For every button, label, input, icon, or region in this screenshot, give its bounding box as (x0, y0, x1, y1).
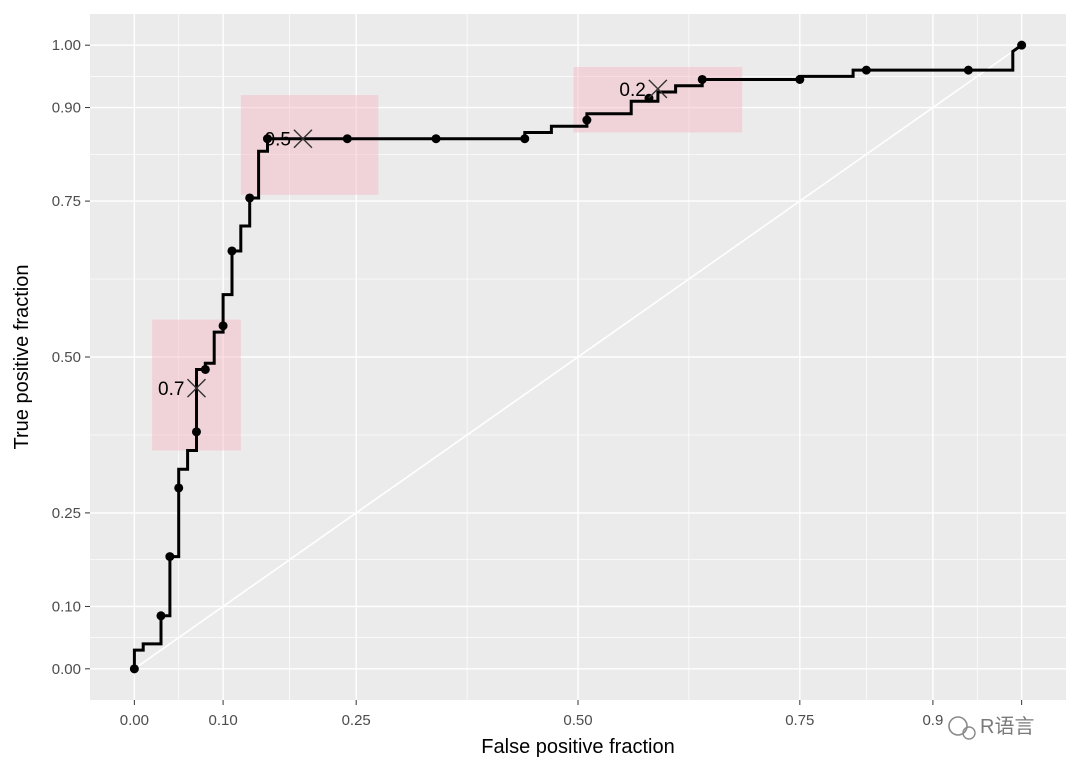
roc-curve-line (132, 43, 1023, 669)
cutoff-label: 0.7 (158, 379, 184, 400)
roc-point (200, 364, 210, 374)
x-tick-label: 0.75 (785, 712, 814, 729)
roc-point (1017, 40, 1027, 50)
y-axis-title: True positive fraction (11, 265, 33, 450)
roc-point (795, 74, 805, 84)
roc-point (861, 65, 871, 75)
cutoff-x-marker (186, 378, 206, 398)
roc-point (582, 115, 592, 125)
cutoff-highlight-boxes (152, 67, 743, 451)
cutoff-x-marker (648, 79, 668, 99)
roc-point (129, 664, 139, 674)
x-axis: 0.00 0.10 0.25 0.50 0.75 0.9 (120, 700, 1023, 729)
y-tick-label: 0.90 (52, 100, 81, 117)
y-tick-label: 0.00 (52, 661, 81, 678)
y-tick-label: 1.00 (52, 37, 81, 54)
watermark-text: R语言 (980, 715, 1034, 738)
roc-point (218, 321, 228, 331)
roc-point (520, 134, 530, 144)
roc-point (697, 74, 707, 84)
watermark: R语言 (948, 715, 1034, 740)
roc-point (191, 427, 201, 437)
y-tick-label: 0.25 (52, 505, 81, 522)
cutoff-label: 0.2 (619, 80, 645, 101)
roc-point (431, 134, 441, 144)
x-tick-label: 0.10 (208, 712, 237, 729)
roc-point (165, 552, 175, 562)
cutoff-markers: 0.7 0.5 0.2 (158, 79, 668, 400)
roc-point (245, 193, 255, 203)
roc-point (963, 65, 973, 75)
x-tick-label: 0.25 (342, 712, 371, 729)
wechat-icon-small (962, 726, 976, 740)
roc-point (227, 246, 237, 256)
y-tick-label: 0.50 (52, 349, 81, 366)
cutoff-x-marker (293, 129, 313, 149)
x-tick-label: 0.9 (922, 712, 943, 729)
x-axis-title: False positive fraction (481, 736, 674, 758)
roc-point (262, 134, 272, 144)
x-tick-label: 0.50 (563, 712, 592, 729)
roc-point (342, 134, 352, 144)
x-tick-label: 0.00 (120, 712, 149, 729)
reference-diagonal-line (133, 44, 1023, 670)
y-axis: 0.00 0.10 0.25 0.50 0.75 0.90 1.00 (52, 37, 90, 678)
y-tick-label: 0.10 (52, 598, 81, 615)
cutoff-label: 0.5 (265, 130, 291, 151)
roc-point (156, 611, 166, 621)
wechat-icon (948, 716, 968, 736)
roc-points (129, 40, 1027, 674)
y-tick-label: 0.75 (52, 193, 81, 210)
roc-point (174, 483, 184, 493)
